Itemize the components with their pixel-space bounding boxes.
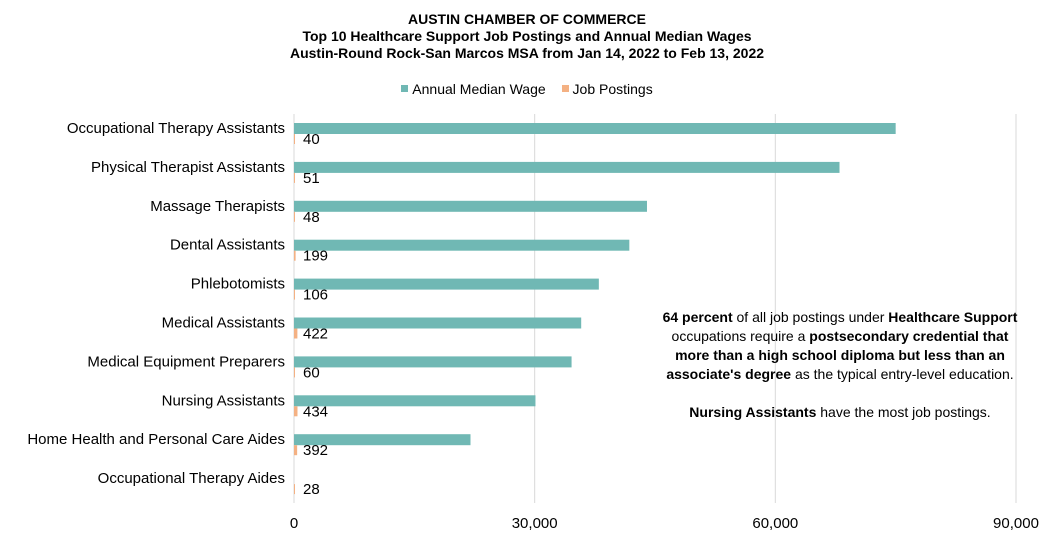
note-bold-percent: 64 percent [662, 309, 733, 325]
note-text-1: of all job postings under [732, 309, 889, 325]
bar-wage-8 [294, 434, 471, 446]
legend: Annual Median Wage Job Postings [0, 79, 1054, 97]
category-label-9: Occupational Therapy Aides [98, 470, 285, 487]
bar-postings-9 [294, 484, 295, 495]
category-label-6: Medical Equipment Preparers [87, 353, 285, 370]
x-tick-label-0: 0 [290, 515, 298, 532]
category-label-7: Nursing Assistants [162, 392, 285, 409]
note-text-2: occupations require a [671, 328, 810, 344]
bar-postings-0 [294, 134, 295, 144]
postings-label-0: 40 [303, 131, 320, 148]
bar-postings-6 [294, 367, 295, 378]
postings-label-6: 60 [303, 364, 320, 381]
bar-postings-8 [294, 445, 298, 456]
postings-label-5: 422 [303, 326, 328, 343]
annotation-note: 64 percent of all job postings under Hea… [640, 308, 1040, 422]
bar-wage-4 [294, 278, 599, 290]
bar-wage-1 [294, 161, 840, 173]
legend-item-postings: Job Postings [561, 80, 653, 97]
note-line-2: occupations require a postsecondary cred… [640, 327, 1040, 346]
postings-label-2: 48 [303, 209, 320, 226]
note-bold-credential: postsecondary credential that [809, 328, 1009, 344]
postings-label-4: 106 [303, 287, 328, 304]
bar-postings-7 [294, 406, 298, 417]
bar-wage-0 [294, 123, 896, 134]
category-label-3: Dental Assistants [170, 237, 285, 254]
note-line-5: Nursing Assistants have the most job pos… [640, 403, 1040, 422]
legend-label-wage: Annual Median Wage [412, 80, 546, 97]
legend-label-postings: Job Postings [572, 80, 653, 97]
note-bold-diploma: more than a high school diploma but less… [675, 347, 1005, 363]
x-tick-label-3: 90,000 [993, 515, 1039, 532]
postings-label-3: 199 [303, 248, 328, 265]
note-bold-healthcare: Healthcare Support [888, 309, 1018, 325]
note-line-1: 64 percent of all job postings under Hea… [640, 308, 1040, 327]
bar-wage-5 [294, 317, 582, 329]
x-tick-label-1: 30,000 [512, 515, 558, 532]
bar-postings-3 [294, 250, 296, 261]
bar-wage-3 [294, 239, 630, 251]
x-tick-label-2: 60,000 [752, 515, 798, 532]
postings-label-1: 51 [303, 170, 320, 187]
postings-label-8: 392 [303, 442, 328, 459]
bar-wage-6 [294, 356, 572, 368]
note-text-4: as the typical entry-level education. [791, 366, 1014, 382]
bar-wage-2 [294, 200, 647, 212]
note-bold-nursing: Nursing Assistants [689, 404, 817, 420]
bar-postings-1 [294, 172, 295, 183]
category-label-2: Massage Therapists [150, 198, 285, 215]
bar-postings-5 [294, 328, 298, 339]
note-line-3: more than a high school diploma but less… [640, 346, 1040, 365]
chart-subtitle-1: Top 10 Healthcare Support Job Postings a… [302, 28, 752, 44]
bar-wage-7 [294, 395, 536, 407]
legend-swatch-wage [401, 85, 409, 92]
note-bold-degree: associate's degree [666, 366, 792, 382]
note-text-5: have the most job postings. [816, 404, 991, 420]
category-label-8: Home Health and Personal Care Aides [27, 431, 285, 448]
legend-swatch-postings [561, 85, 569, 92]
note-line-4: associate's degree as the typical entry-… [640, 365, 1040, 384]
category-label-5: Medical Assistants [162, 315, 285, 332]
chart-subtitle-2: Austin-Round Rock-San Marcos MSA from Ja… [289, 45, 765, 61]
bar-postings-4 [294, 289, 295, 300]
bar-postings-2 [294, 211, 295, 222]
legend-item-wage: Annual Median Wage [401, 80, 546, 97]
category-label-4: Phlebotomists [191, 276, 285, 293]
postings-label-7: 434 [303, 403, 328, 420]
postings-label-9: 28 [303, 481, 320, 498]
category-label-0: Occupational Therapy Assistants [67, 120, 285, 137]
chart-title: AUSTIN CHAMBER OF COMMERCE [408, 11, 646, 27]
category-label-1: Physical Therapist Assistants [91, 159, 285, 176]
